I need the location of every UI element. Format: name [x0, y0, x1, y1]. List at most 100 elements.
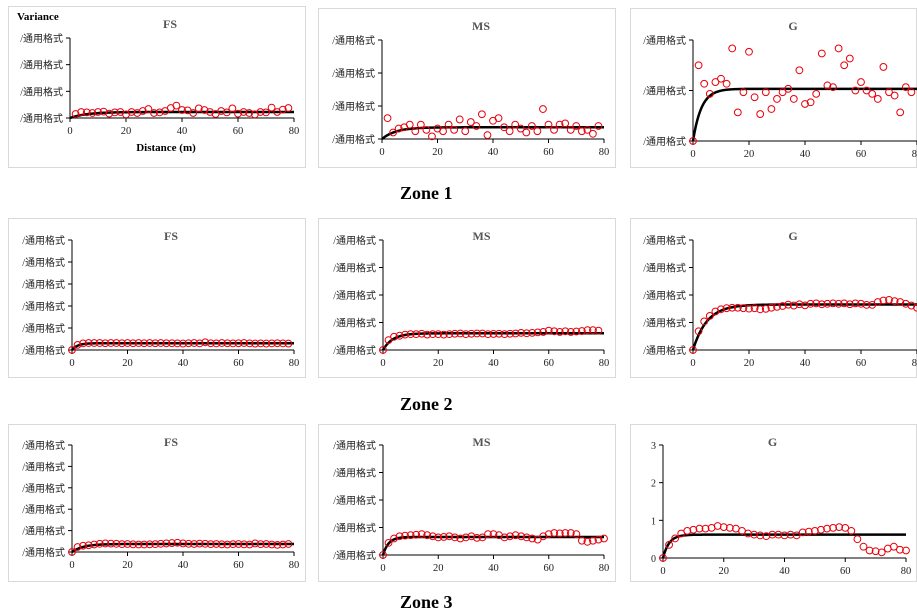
chart-panel-5: 0 20 40 60 80/通用格式/通用格式/通用格式/通用格式/通用格式 MS — [318, 218, 616, 378]
data-point — [401, 531, 410, 540]
y-tick-label: /通用格式 — [22, 460, 65, 473]
y-tick-label: /通用格式 — [333, 344, 376, 357]
data-point — [434, 330, 443, 339]
data-point — [544, 326, 553, 335]
data-point — [416, 120, 425, 129]
data-point — [725, 523, 734, 532]
x-tick-label: 60 — [544, 563, 555, 574]
y-tick-label: /通用格式 — [333, 234, 376, 247]
data-point — [428, 330, 437, 339]
data-point — [473, 533, 481, 542]
data-point — [228, 104, 237, 113]
y-tick-label: 1 — [651, 516, 656, 527]
x-tick-label: 60 — [856, 358, 867, 369]
data-point — [173, 339, 182, 348]
x-tick-label: 80 — [289, 358, 300, 369]
data-point — [245, 339, 254, 348]
data-point — [222, 108, 231, 117]
data-point — [284, 540, 293, 548]
data-point — [495, 531, 503, 540]
data-point — [695, 524, 704, 533]
data-point — [494, 114, 503, 123]
y-tick-label: /通用格式 — [22, 344, 65, 357]
data-point — [95, 539, 104, 548]
data-point — [484, 330, 492, 339]
data-point — [589, 326, 597, 335]
data-point — [168, 539, 176, 547]
data-point — [118, 339, 126, 348]
data-point — [761, 304, 770, 313]
x-tick-label: 0 — [690, 358, 695, 369]
data-point — [140, 540, 149, 549]
chart-title: MS — [472, 19, 490, 33]
data-point — [77, 108, 86, 116]
data-point — [798, 528, 807, 537]
data-point — [700, 79, 709, 88]
data-point — [445, 532, 454, 541]
data-point — [112, 339, 121, 347]
data-point — [778, 88, 787, 97]
data-point — [212, 339, 221, 348]
data-point — [172, 101, 181, 110]
data-point — [173, 538, 182, 547]
data-point — [823, 299, 832, 308]
data-point — [694, 61, 703, 70]
data-point — [795, 300, 804, 309]
data-point — [456, 329, 465, 338]
data-point — [439, 533, 448, 541]
data-point — [273, 339, 282, 348]
y-tick-label: /通用格式 — [332, 34, 375, 47]
data-point — [750, 304, 759, 313]
chart-title: FS — [164, 229, 178, 243]
x-tick-label: 0 — [69, 358, 74, 369]
data-point — [478, 329, 487, 338]
data-point — [279, 540, 287, 549]
data-point — [406, 531, 415, 540]
chart-svg-9: 0 20 40 60 80 0 1 2 3 G — [651, 435, 911, 577]
data-point — [722, 79, 731, 88]
x-tick-label: 40 — [800, 149, 811, 160]
data-point — [665, 540, 673, 549]
y-tick-label: /通用格式 — [333, 439, 376, 452]
chart-panel-6: 0 20 40 60 80/通用格式/通用格式/通用格式/通用格式/通用格式 G — [630, 218, 917, 378]
data-point — [517, 532, 526, 541]
data-point — [229, 339, 237, 348]
data-point — [868, 89, 877, 98]
y-tick-label: /通用格式 — [22, 300, 65, 313]
x-tick-label: 60 — [544, 358, 555, 369]
data-point — [583, 537, 592, 546]
data-point — [810, 526, 819, 535]
data-point — [450, 533, 459, 542]
data-point — [756, 531, 765, 540]
data-point — [105, 109, 114, 118]
data-point — [284, 104, 293, 112]
x-tick-label: 0 — [660, 566, 665, 577]
data-point — [106, 339, 115, 347]
data-point — [489, 530, 498, 538]
data-point — [262, 108, 270, 117]
data-point — [806, 299, 815, 308]
data-point — [262, 540, 271, 548]
data-point — [823, 81, 832, 90]
data-point — [879, 296, 888, 305]
y-tick-label: /通用格式 — [22, 256, 65, 269]
y-tick-label: /通用格式 — [333, 262, 376, 275]
data-point — [145, 339, 154, 347]
x-tick-label: 60 — [856, 149, 867, 160]
data-point — [178, 106, 186, 114]
data-point — [705, 312, 714, 320]
data-point — [511, 531, 520, 540]
data-point — [877, 548, 886, 557]
x-tick-label: 60 — [233, 560, 244, 571]
data-point — [101, 539, 110, 548]
data-point — [156, 339, 165, 347]
data-point — [845, 300, 854, 309]
x-tick-label: 40 — [488, 563, 499, 574]
data-point — [194, 104, 203, 113]
data-point — [151, 540, 160, 549]
data-point — [778, 302, 787, 310]
data-point — [851, 299, 860, 308]
data-point — [101, 339, 110, 348]
y-tick-label: /通用格式 — [22, 503, 65, 516]
data-point — [561, 119, 570, 128]
